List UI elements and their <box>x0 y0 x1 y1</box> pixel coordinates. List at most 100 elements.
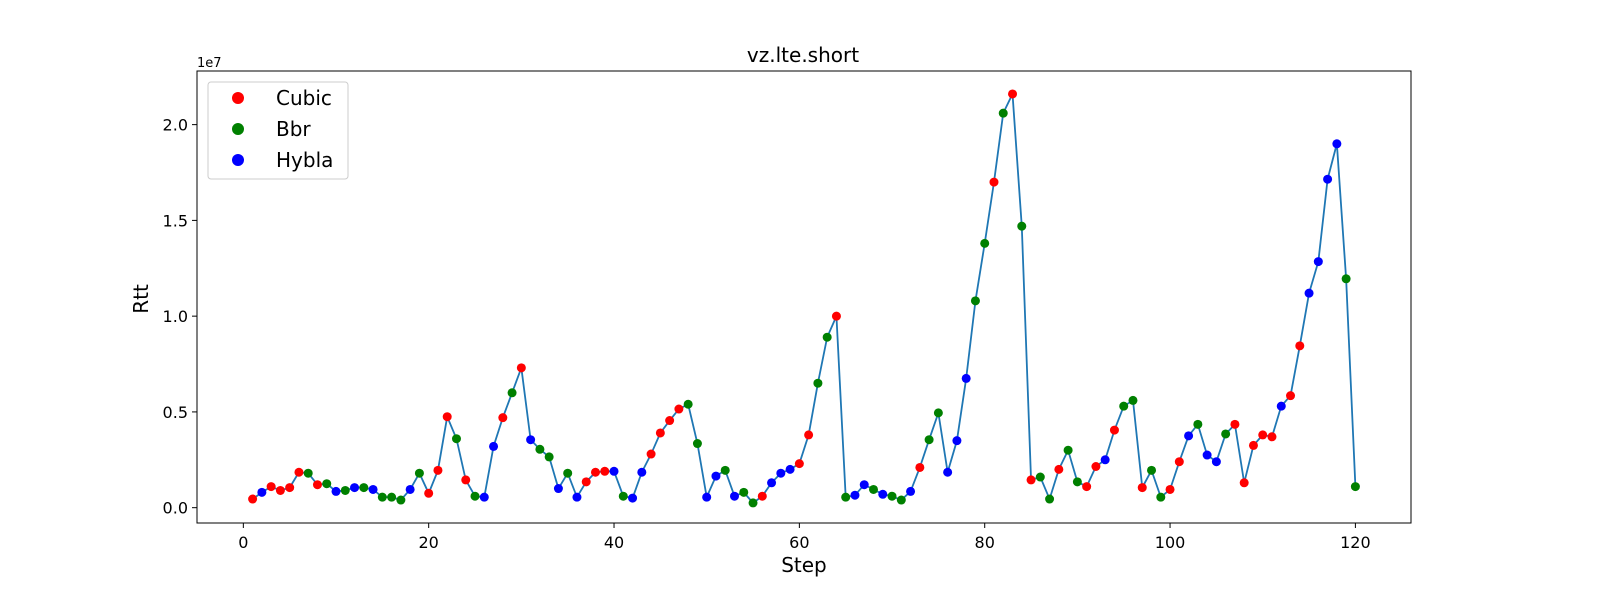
data-point <box>1230 419 1240 429</box>
data-point <box>618 491 628 501</box>
data-point <box>1063 445 1073 455</box>
x-tick-label: 100 <box>1155 533 1186 552</box>
data-point <box>1026 475 1036 485</box>
data-point <box>794 459 804 469</box>
legend: Cubic Bbr Hybla <box>207 81 349 180</box>
data-point <box>1332 139 1342 149</box>
data-point <box>581 477 591 487</box>
data-point <box>1239 478 1249 488</box>
data-point <box>590 467 600 477</box>
data-point <box>1276 401 1286 411</box>
data-point <box>637 467 647 477</box>
data-point <box>1295 341 1305 351</box>
data-point <box>628 493 638 503</box>
data-point <box>980 238 990 248</box>
data-point <box>730 491 739 501</box>
data-point <box>1211 457 1221 467</box>
data-point <box>822 332 832 342</box>
data-point <box>396 495 406 505</box>
data-point <box>516 363 526 373</box>
x-tick-label: 80 <box>975 533 995 552</box>
y-axis-multiplier: 1e7 <box>197 56 222 71</box>
data-point <box>933 408 943 418</box>
data-point <box>1119 401 1129 411</box>
x-tick-label: 20 <box>418 533 438 552</box>
data-point <box>739 487 749 497</box>
plot-area <box>248 89 1360 508</box>
data-point <box>433 465 443 475</box>
data-point <box>1156 492 1166 502</box>
data-point <box>414 468 424 478</box>
data-point <box>683 399 693 409</box>
x-tick-label: 40 <box>604 533 624 552</box>
data-point <box>1128 395 1138 405</box>
data-point <box>498 413 508 423</box>
data-point <box>470 491 480 501</box>
x-tick-label: 60 <box>789 533 809 552</box>
data-point <box>720 465 730 475</box>
data-point <box>1341 274 1351 284</box>
y-tick-label: 1.0 <box>163 307 188 326</box>
data-point <box>702 492 712 502</box>
data-point <box>915 462 925 472</box>
data-point <box>553 484 563 494</box>
legend-marker <box>232 154 244 166</box>
data-point <box>294 467 304 477</box>
data-point <box>424 488 434 498</box>
y-tick-label: 2.0 <box>163 116 188 135</box>
plot-frame <box>196 70 1412 524</box>
data-point <box>1193 419 1203 429</box>
data-point <box>248 494 258 504</box>
data-point <box>535 444 545 454</box>
data-point <box>1082 482 1092 492</box>
data-point <box>831 311 841 321</box>
data-point <box>489 441 499 451</box>
data-point <box>748 498 758 508</box>
data-point <box>507 388 517 398</box>
data-point <box>526 435 536 445</box>
data-point <box>692 439 702 449</box>
data-point <box>1109 425 1119 435</box>
x-axis-label: Step <box>781 553 827 577</box>
data-point <box>655 428 665 438</box>
data-point <box>813 378 823 388</box>
data-point <box>303 468 313 478</box>
x-axis: 0 20 40 60 80 100 120 <box>238 523 1371 552</box>
data-point <box>785 464 795 474</box>
data-point <box>878 489 888 499</box>
x-tick-label: 120 <box>1340 533 1371 552</box>
data-point <box>1286 391 1296 401</box>
data-point <box>387 492 397 502</box>
data-point <box>1035 472 1045 482</box>
data-point <box>1174 457 1184 467</box>
data-point <box>442 412 452 422</box>
data-point <box>1054 464 1064 474</box>
data-point <box>1313 257 1323 267</box>
data-point <box>1072 477 1082 487</box>
data-point <box>896 495 906 505</box>
data-point <box>1091 462 1101 471</box>
data-point <box>368 484 378 494</box>
legend-marker <box>232 123 244 135</box>
data-point <box>859 480 869 490</box>
data-point <box>943 467 953 477</box>
data-point <box>1248 440 1258 450</box>
data-point <box>906 486 916 496</box>
y-tick-label: 0.0 <box>163 499 188 518</box>
data-point <box>1304 288 1314 298</box>
data-point <box>646 449 656 459</box>
data-point <box>322 479 332 489</box>
data-point <box>767 478 777 488</box>
data-point <box>998 108 1008 118</box>
data-point <box>572 492 582 502</box>
data-point <box>1017 221 1027 231</box>
data-point <box>544 452 554 462</box>
data-point <box>970 296 980 306</box>
data-point <box>1100 455 1110 465</box>
data-point <box>1137 483 1147 493</box>
x-tick-label: 0 <box>238 533 248 552</box>
data-point <box>869 484 878 494</box>
data-point <box>331 486 341 496</box>
data-point <box>350 483 360 493</box>
